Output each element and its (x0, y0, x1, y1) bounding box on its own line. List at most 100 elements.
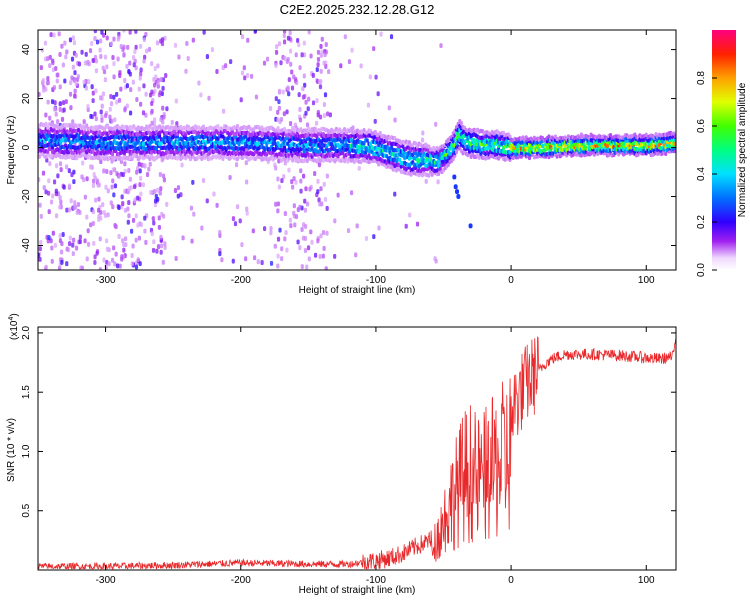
spectrogram-cell (153, 117, 157, 123)
spectrogram-cell (69, 105, 73, 111)
spectrogram-cell (122, 51, 126, 57)
spectrogram-cell (505, 139, 509, 144)
spectrogram-cell (134, 237, 138, 243)
spectrogram-cell (116, 56, 120, 62)
spectrogram-cell (49, 199, 54, 205)
spectrogram-cell (175, 121, 179, 127)
spectrogram-cell (290, 179, 294, 185)
spectrogram-cell (191, 37, 195, 43)
spectrogram-cell (323, 196, 328, 202)
spectrogram-cell (108, 106, 112, 112)
spectrogram-cell (92, 240, 96, 246)
colorbar-scale (712, 30, 736, 270)
spectrogram-x-axis-title: Height of straight line (km) (299, 285, 416, 296)
spectrogram-cell (186, 56, 190, 62)
spectrogram-cell (291, 184, 295, 190)
spectrogram-cell (299, 168, 303, 174)
spectrogram-cell (319, 186, 323, 192)
spectrogram-cell (48, 54, 52, 60)
spectrogram-cell (152, 220, 156, 226)
spectrogram-cell (49, 32, 53, 38)
spectrogram-cell (65, 207, 69, 213)
spectrogram-cell (322, 60, 326, 66)
spectrogram-cell (292, 176, 296, 182)
snr-x-ticks: -300 -200 -100 0 100 (96, 327, 655, 586)
spectrogram-cell (302, 73, 306, 79)
spectrogram-cell (321, 253, 325, 259)
spectrogram-cell (156, 196, 160, 202)
spectrogram-cell (128, 71, 132, 77)
spectrogram-cell (202, 30, 206, 35)
spectrogram-cell (357, 165, 361, 171)
spectrogram-cell (74, 80, 78, 86)
spectrogram-cell (60, 43, 64, 49)
spectrogram-cell (347, 59, 352, 65)
spectrogram-cell (318, 253, 322, 259)
spectrogram-x-ticks: -300 -200 -100 0 100 (96, 30, 655, 286)
spectrogram-cell (85, 176, 89, 182)
spectrogram-cell (108, 114, 112, 120)
spectrogram-cell (73, 70, 77, 76)
spectrogram-cell (48, 161, 52, 167)
spectrogram-cell (276, 117, 280, 123)
spectrogram-cell (221, 108, 226, 114)
spectrogram-cell (99, 95, 103, 101)
spectrogram-cell (41, 170, 46, 176)
x-tick-label: -300 (96, 575, 116, 586)
spectrogram-cell (172, 142, 176, 147)
spectrogram-cell (83, 60, 88, 66)
spectrogram-cell (131, 217, 136, 223)
spectrogram-cell (289, 223, 293, 229)
spectrogram-cell (368, 74, 372, 80)
spectrogram-cell (86, 228, 90, 234)
spectrogram-cell (254, 94, 259, 100)
spectrogram-cell (251, 228, 255, 234)
spectrogram-cell (389, 34, 394, 40)
spectrogram-cell (274, 63, 278, 69)
spectrogram-cell (282, 174, 286, 180)
spectrogram-cell (279, 60, 283, 66)
spectrogram-cell (123, 168, 127, 174)
spectrogram-cell (274, 201, 278, 207)
spectrogram-cell (46, 80, 50, 86)
spectrogram-cell (157, 215, 161, 221)
spectrogram-cell (285, 109, 289, 115)
spectrogram-cell (455, 189, 460, 195)
spectrogram-cell (63, 40, 67, 46)
spectrogram-cell (60, 116, 65, 122)
spectrogram-cell (109, 200, 113, 206)
spectrogram-cell (156, 80, 160, 86)
spectrogram-cell (123, 207, 128, 213)
spectrogram-cell (67, 168, 71, 174)
x-tick-label: -200 (231, 275, 251, 286)
spectrogram-cell (87, 79, 91, 85)
spectrogram-cell (106, 188, 110, 194)
spectrogram-cell (112, 61, 116, 67)
spectrogram-cell (58, 204, 62, 210)
spectrogram-cell (309, 229, 313, 235)
spectrogram-cell (109, 101, 114, 107)
spectrogram-cell (205, 198, 209, 204)
spectrogram-cell (454, 149, 458, 155)
spectrogram-cell (305, 122, 310, 128)
spectrogram-cell (276, 109, 280, 115)
spectrogram-cell (38, 202, 42, 208)
spectrogram-cell (151, 247, 156, 253)
spectrogram-cell (263, 226, 267, 232)
spectrogram-cell (433, 256, 437, 262)
spectrogram-cell (131, 243, 135, 249)
spectrogram-cell (207, 95, 211, 101)
spectrogram-cell (142, 163, 146, 169)
spectrogram-cell (147, 166, 151, 172)
spectrogram-cell (181, 235, 185, 241)
spectrogram-cell (288, 217, 292, 223)
spectrogram-cell (199, 92, 203, 98)
spectrogram-cell (366, 102, 371, 108)
spectrogram-cell (91, 57, 95, 63)
spectrogram-cell (307, 96, 311, 102)
spectrogram-cell (117, 173, 121, 179)
spectrogram-cell (277, 184, 281, 190)
spectrogram-cell (165, 201, 169, 207)
spectrogram-cell (62, 107, 66, 113)
spectrogram-cell (308, 186, 312, 192)
